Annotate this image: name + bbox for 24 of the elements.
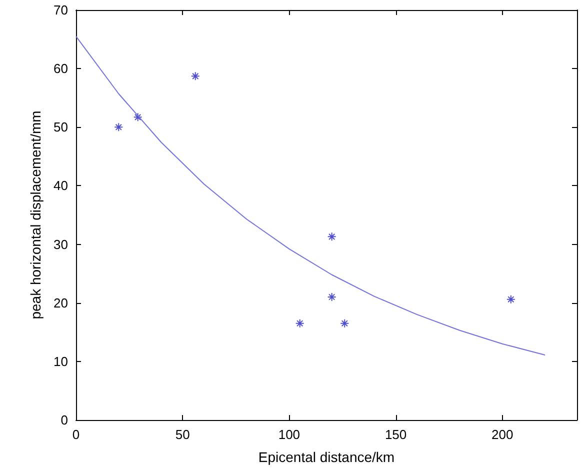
line-series xyxy=(76,36,546,356)
y-tick-label: 30 xyxy=(54,236,68,252)
x-axis-title: Epicental distance/km xyxy=(258,449,395,465)
y-tick-label: 10 xyxy=(54,354,68,369)
y-tick-label: 20 xyxy=(54,295,68,310)
point xyxy=(114,122,124,132)
y-tick-label: 70 xyxy=(54,2,68,18)
point xyxy=(190,72,200,81)
point xyxy=(133,112,142,122)
x-tick-label: 100 xyxy=(278,427,300,442)
y-axis-title: peak horizontal displacement/mm xyxy=(28,110,44,320)
y-tick-label: 50 xyxy=(54,120,68,135)
point xyxy=(295,318,304,328)
y-tick-label: 0 xyxy=(60,412,68,428)
point xyxy=(327,232,336,242)
point xyxy=(506,294,516,304)
x-tick-label: 150 xyxy=(384,427,407,442)
x-tick-label: 50 xyxy=(175,427,190,442)
point xyxy=(327,292,336,302)
point xyxy=(340,318,350,328)
x-tick-label: 0 xyxy=(72,427,80,442)
x-tick-label: 200 xyxy=(492,427,514,442)
y-tick-label: 40 xyxy=(54,178,68,194)
y-tick-label: 60 xyxy=(54,61,68,76)
